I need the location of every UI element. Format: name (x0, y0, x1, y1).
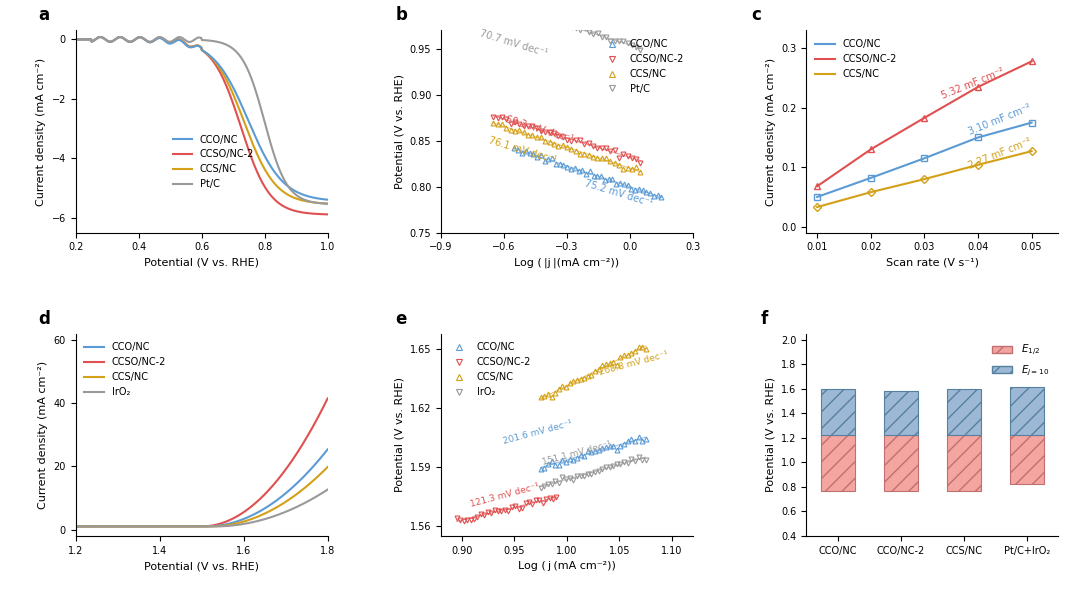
X-axis label: Potential (V vs. RHE): Potential (V vs. RHE) (144, 561, 259, 571)
Text: 76.1 mV dec⁻¹: 76.1 mV dec⁻¹ (487, 136, 557, 166)
Legend: CCO/NC, CCSO/NC-2, CCS/NC, Pt/C: CCO/NC, CCSO/NC-2, CCS/NC, Pt/C (598, 35, 688, 97)
Bar (821, 435, 855, 491)
Text: 201.6 mV dec⁻¹: 201.6 mV dec⁻¹ (502, 418, 572, 446)
Legend: $E_{1/2}$, $E_{j=10}$: $E_{1/2}$, $E_{j=10}$ (987, 339, 1053, 382)
Text: 3.10 mF cm⁻²: 3.10 mF cm⁻² (968, 102, 1032, 136)
Text: 121.3 mV dec⁻¹: 121.3 mV dec⁻¹ (470, 481, 540, 509)
Legend: CCO/NC, CCSO/NC-2, CCS/NC, Pt/C: CCO/NC, CCSO/NC-2, CCS/NC, Pt/C (168, 131, 258, 193)
Bar (821, 390, 855, 435)
Legend: CCO/NC, CCSO/NC-2, CCS/NC, IrO₂: CCO/NC, CCSO/NC-2, CCS/NC, IrO₂ (446, 339, 536, 401)
X-axis label: Log ( |j |(mA cm⁻²)): Log ( |j |(mA cm⁻²)) (514, 258, 620, 269)
Text: d: d (38, 309, 50, 328)
Text: 2.27 mF cm⁻²: 2.27 mF cm⁻² (968, 136, 1034, 171)
Text: a: a (38, 6, 49, 24)
Text: f: f (761, 309, 768, 328)
Legend: CCO/NC, CCSO/NC-2, CCS/NC, IrO₂: CCO/NC, CCSO/NC-2, CCS/NC, IrO₂ (81, 339, 170, 401)
Legend: CCO/NC, CCSO/NC-2, CCS/NC: CCO/NC, CCSO/NC-2, CCS/NC (811, 35, 901, 83)
Text: c: c (751, 6, 760, 24)
Text: 75.2 mV dec⁻¹: 75.2 mV dec⁻¹ (584, 178, 654, 209)
Text: b: b (395, 6, 407, 24)
Text: 268.8 mV dec⁻¹: 268.8 mV dec⁻¹ (598, 350, 670, 377)
Text: 151.1 mV dec⁻¹: 151.1 mV dec⁻¹ (541, 440, 612, 467)
Y-axis label: Current density (mA cm⁻²): Current density (mA cm⁻²) (38, 361, 48, 509)
Y-axis label: Potential (V vs. RHE): Potential (V vs. RHE) (394, 74, 404, 189)
X-axis label: Log ( j (mA cm⁻²)): Log ( j (mA cm⁻²)) (518, 561, 616, 571)
Bar (1010, 387, 1044, 435)
Y-axis label: Potential (V vs. RHE): Potential (V vs. RHE) (766, 378, 775, 492)
Y-axis label: Potential (V vs. RHE): Potential (V vs. RHE) (394, 378, 404, 492)
X-axis label: Scan rate (V s⁻¹): Scan rate (V s⁻¹) (886, 258, 978, 268)
Y-axis label: Current density (mA cm⁻²): Current density (mA cm⁻²) (36, 57, 46, 206)
Bar (946, 435, 982, 491)
Text: e: e (395, 309, 407, 328)
Bar (883, 391, 918, 435)
X-axis label: Potential (V vs. RHE): Potential (V vs. RHE) (144, 258, 259, 268)
Bar (1010, 435, 1044, 484)
Bar (883, 435, 918, 491)
Text: 5.32 mF cm⁻²: 5.32 mF cm⁻² (941, 66, 1007, 101)
Y-axis label: Current density (mA cm⁻²): Current density (mA cm⁻²) (766, 57, 775, 206)
Text: 70.7 mV dec⁻¹: 70.7 mV dec⁻¹ (478, 28, 549, 58)
Text: 69.3 mV dec⁻¹: 69.3 mV dec⁻¹ (504, 114, 575, 144)
Bar (946, 389, 982, 435)
